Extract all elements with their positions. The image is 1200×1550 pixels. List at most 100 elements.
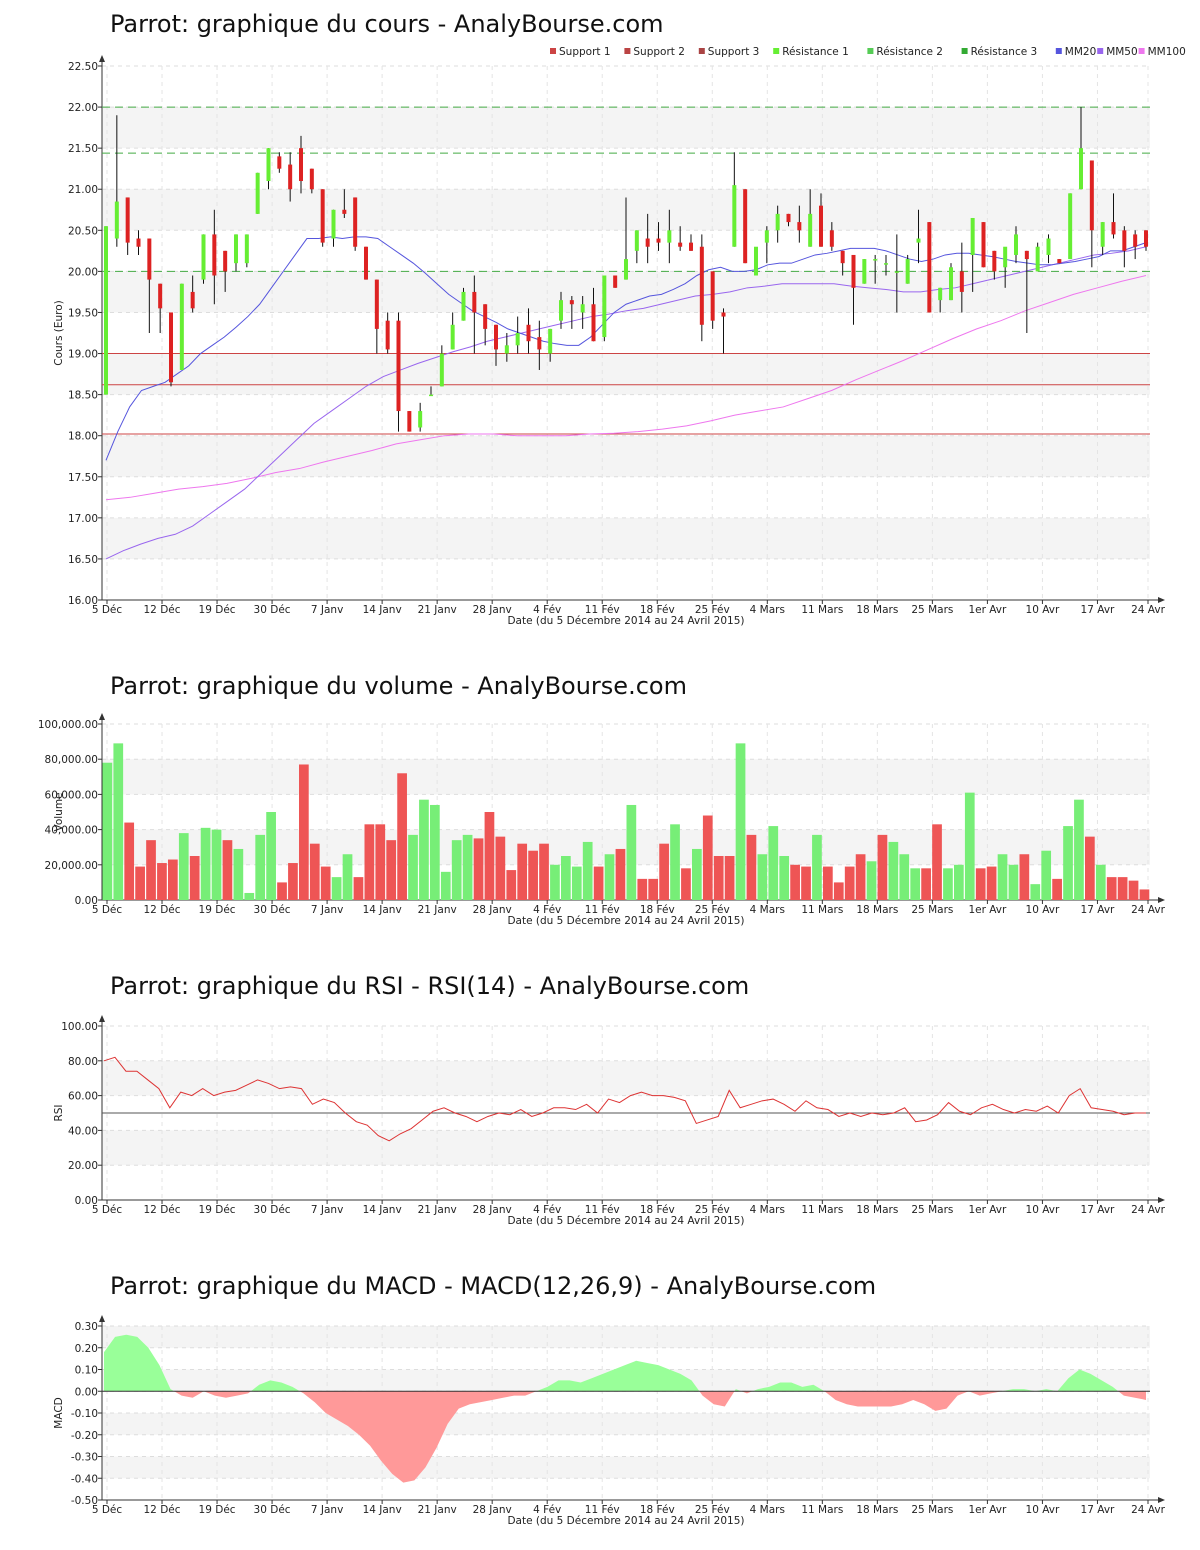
y-tick-label: 17.00 — [68, 513, 98, 525]
x-tick-label: 30 Déc — [254, 1504, 291, 1516]
volume-chart: 0.00 20,000.00 40,000.00 60,000.00 80,000.00… — [38, 713, 1166, 927]
x-tick-label: 10 Avr — [1026, 1204, 1060, 1216]
candle-body — [1068, 193, 1073, 260]
volume-bar — [1052, 878, 1062, 900]
volume-bar — [484, 812, 495, 900]
volume-bar — [954, 864, 964, 900]
volume-bar — [779, 856, 790, 900]
x-tick-label: 18 Mars — [856, 1504, 898, 1516]
candle-body — [288, 164, 293, 190]
legend-label: Support 2 — [633, 46, 685, 58]
x-axis-label: Date (du 5 Décembre 2014 au 24 Avril 201… — [507, 1515, 744, 1527]
x-tick-label: 24 Avr — [1131, 904, 1165, 916]
volume-bar — [823, 866, 833, 900]
x-axis-arrow — [1158, 1197, 1165, 1203]
x-tick-label: 18 Fév — [640, 604, 675, 616]
volume-bar — [430, 804, 440, 900]
x-tick-label: 4 Mars — [750, 1204, 785, 1216]
legend-swatch — [550, 48, 556, 54]
x-tick-label: 24 Avr — [1131, 604, 1165, 616]
candle-body — [992, 250, 997, 272]
x-tick-label: 21 Janv — [418, 1504, 457, 1516]
y-tick-label: 0.00 — [75, 1195, 98, 1207]
candle-body — [656, 238, 661, 243]
candle-body — [1046, 238, 1051, 255]
x-tick-label: 11 Fév — [585, 1504, 620, 1516]
candle-body — [277, 156, 282, 169]
volume-bar — [1063, 826, 1073, 900]
candle-body — [808, 213, 813, 247]
candle-body — [916, 238, 921, 243]
y-tick-label: -0.10 — [71, 1408, 98, 1420]
grid-band — [102, 1130, 1150, 1166]
grid-band — [102, 517, 1150, 559]
candle-body — [981, 222, 986, 268]
volume-bar — [910, 868, 921, 900]
y-tick-label: 18.00 — [68, 431, 98, 443]
volume-bar — [473, 838, 484, 900]
volume-bar — [986, 866, 997, 900]
y-axis-arrow — [99, 1315, 105, 1322]
candle-body — [158, 283, 163, 309]
volume-bar — [299, 764, 309, 900]
candle-body — [353, 197, 358, 247]
legend-label: Résistance 1 — [782, 46, 849, 58]
candle-body — [1014, 234, 1018, 255]
x-tick-label: 25 Mars — [911, 904, 953, 916]
volume-bar — [517, 843, 528, 900]
grid-band — [102, 1413, 1150, 1435]
y-axis-arrow — [99, 55, 105, 62]
candle-body — [429, 394, 433, 397]
candle-body — [331, 209, 336, 239]
candle-body — [385, 320, 390, 350]
y-tick-label: 0.20 — [75, 1343, 98, 1355]
x-tick-label: 18 Mars — [856, 604, 898, 616]
candle-body — [569, 300, 574, 305]
x-tick-label: 7 Janv — [311, 1504, 343, 1516]
x-tick-label: 4 Fév — [533, 904, 561, 916]
candle-body — [732, 185, 737, 247]
volume-bar — [866, 861, 877, 900]
x-tick-label: 28 Janv — [473, 904, 512, 916]
macd-negative-area — [174, 1391, 204, 1398]
candle-body — [884, 263, 888, 265]
legend-label: MM50 — [1106, 46, 1137, 58]
volume-bar — [211, 829, 222, 900]
volume-bar — [364, 824, 375, 900]
x-tick-label: 14 Janv — [363, 604, 402, 616]
volume-bar — [353, 877, 364, 900]
rsi-chart: 0.00 20.00 40.00 60.00 80.00 100.00 5 Déc 12 Dé… — [53, 1015, 1166, 1227]
x-tick-label: 19 Déc — [199, 1204, 236, 1216]
candle-body — [1100, 222, 1105, 247]
x-tick-label: 21 Janv — [418, 1204, 457, 1216]
volume-bar — [604, 854, 615, 900]
y-tick-label: -0.40 — [71, 1473, 98, 1485]
y-tick-label: 40,000.00 — [45, 825, 98, 837]
y-tick-label: 60.00 — [68, 1091, 98, 1103]
macd-positive-area — [536, 1360, 700, 1392]
y-tick-label: 18.50 — [68, 390, 98, 402]
legend-label: MM100 — [1148, 46, 1186, 58]
volume-bar — [615, 848, 626, 900]
candle-body — [266, 148, 271, 182]
volume-bar — [266, 812, 276, 900]
legend-label: Support 1 — [559, 46, 611, 58]
y-tick-label: 20.00 — [68, 266, 98, 278]
candle-body — [938, 287, 943, 301]
volume-bar — [801, 866, 811, 900]
y-tick-label: 20,000.00 — [45, 860, 98, 872]
volume-bar — [397, 773, 407, 900]
x-tick-label: 18 Mars — [856, 1204, 898, 1216]
candle-body — [504, 345, 509, 354]
candle-body — [927, 222, 932, 313]
candle-body — [255, 172, 260, 214]
y-axis-arrow — [99, 713, 105, 720]
price-chart-title: Parrot: graphique du cours - AnalyBourse… — [110, 10, 664, 38]
x-tick-label: 30 Déc — [254, 604, 291, 616]
volume-bar — [790, 864, 800, 900]
volume-bar — [659, 843, 669, 900]
candle-body — [418, 411, 423, 428]
candle-body — [764, 230, 769, 243]
x-tick-label: 17 Avr — [1081, 1504, 1115, 1516]
volume-bar — [702, 815, 713, 900]
